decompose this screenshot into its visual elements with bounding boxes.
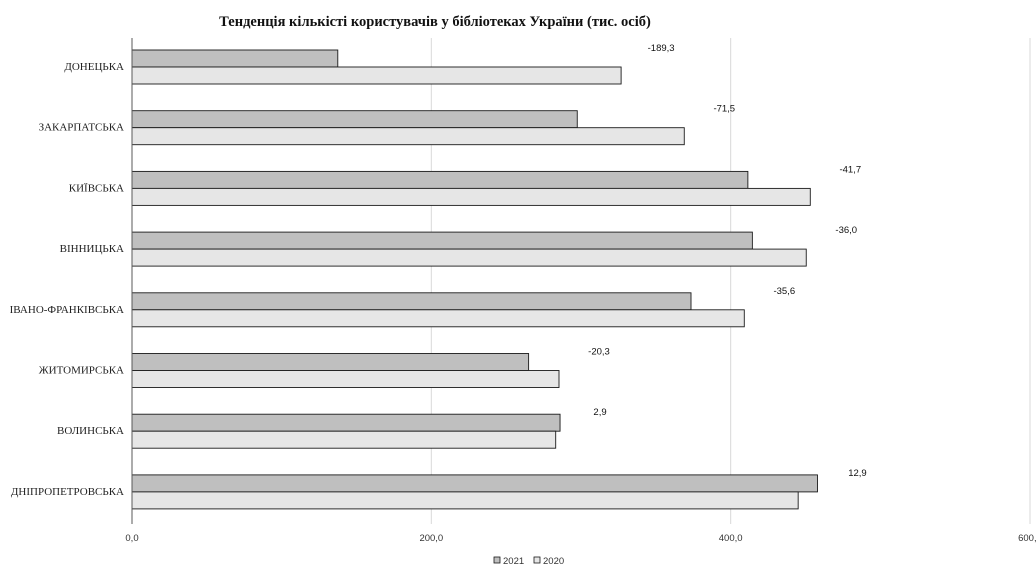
x-tick-labels: 0,0 200,0 400,0 600,0 xyxy=(125,533,1036,544)
bar-2020-5 xyxy=(131,309,745,328)
x-tick-label: 600,0 xyxy=(1018,533,1036,544)
difference-label: 2,9 xyxy=(593,407,606,418)
category-label: ІВАНО-ФРАНКІВСЬКА xyxy=(10,304,124,316)
bar-2021-4 xyxy=(131,231,753,250)
bar-2020-8 xyxy=(131,491,799,510)
x-tick-label: 0,0 xyxy=(125,533,138,544)
category-labels: ДОНЕЦЬКА ЗАКАРПАТСЬКА КИЇВСЬКА ВІННИЦЬКА ІВА… xyxy=(10,61,124,498)
difference-label: -41,7 xyxy=(839,164,861,175)
bar-2021-5 xyxy=(131,292,692,311)
x-tick-label: 200,0 xyxy=(419,533,443,544)
legend-swatch-2020 xyxy=(533,556,541,564)
category-label: ДОНЕЦЬКА xyxy=(64,61,124,73)
bar-2021-7 xyxy=(131,413,561,432)
difference-label: 12,9 xyxy=(848,468,867,479)
legend-label: 2020 xyxy=(543,556,564,566)
category-label: ВІННИЦЬКА xyxy=(60,243,124,255)
difference-label: -20,3 xyxy=(588,347,610,358)
bar-2021-6 xyxy=(131,353,530,371)
bar-2020-7 xyxy=(131,430,557,449)
difference-label: -36,0 xyxy=(835,225,857,236)
bar-2021-1 xyxy=(131,49,339,68)
bar-2020-3 xyxy=(131,187,811,206)
chart-title: Тенденція кількісті користувачів у біблі… xyxy=(219,14,651,30)
legend-swatch-2021 xyxy=(493,556,501,564)
category-label: ДНІПРОПЕТРОВСЬКА xyxy=(11,486,124,498)
category-label: ЗАКАРПАТСЬКА xyxy=(39,122,124,134)
bars xyxy=(131,49,818,510)
category-label: ВОЛИНСЬКА xyxy=(57,425,124,437)
bar-2021-3 xyxy=(131,170,749,189)
bar-2020-2 xyxy=(131,127,685,146)
bar-2020-6 xyxy=(131,370,560,388)
difference-label: -189,3 xyxy=(648,43,675,54)
x-tick-label: 400,0 xyxy=(719,533,743,544)
legend-label: 2021 xyxy=(503,556,524,566)
category-label: КИЇВСЬКА xyxy=(69,182,124,194)
bar-2021-2 xyxy=(131,110,578,129)
difference-label: -35,6 xyxy=(773,286,795,297)
category-label: ЖИТОМИРСЬКА xyxy=(39,365,124,377)
bar-2020-4 xyxy=(131,248,807,267)
difference-label: -71,5 xyxy=(713,104,735,115)
data-labels: -189,3 -71,5 -41,7 -36,0 -35,6 -20,3 2,9 12,9 xyxy=(588,43,867,479)
bar-2020-1 xyxy=(131,66,622,85)
bar-2021-8 xyxy=(131,474,818,493)
legend: 2021 2020 xyxy=(493,556,564,566)
